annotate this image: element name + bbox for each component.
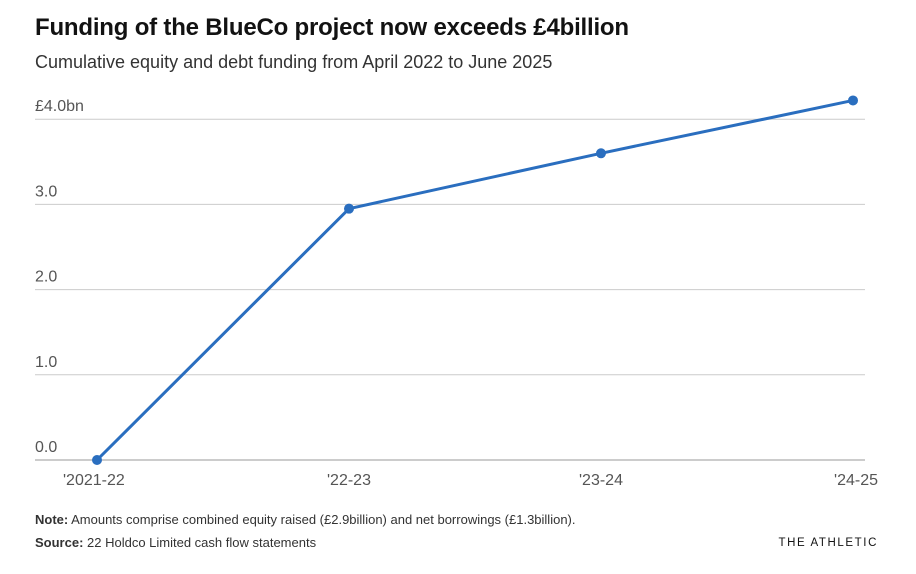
chart-source: Source: 22 Holdco Limited cash flow stat…	[35, 535, 316, 550]
data-point	[92, 455, 102, 465]
y-tick-label: 0.0	[35, 439, 57, 456]
series-line	[95, 98, 855, 462]
publisher-logo: THE ATHLETIC	[778, 537, 878, 549]
note-label: Note:	[35, 512, 69, 527]
line-chart: 0.0 1.0 2.0 3.0 £4.0bn '2021-22 '22-23 '23-24 '2…	[35, 95, 878, 489]
y-tick-label: 3.0	[35, 183, 57, 200]
chart-title: Funding of the BlueCo project now exceed…	[35, 14, 629, 41]
x-tick-label: '22-23	[327, 472, 371, 489]
data-point	[848, 95, 858, 106]
data-point	[596, 148, 606, 159]
source-label: Source:	[35, 535, 84, 550]
x-tick-label: '24-25	[834, 472, 878, 489]
y-tick-label: 2.0	[35, 269, 57, 286]
y-tick-label: £4.0bn	[35, 98, 84, 115]
chart-subtitle: Cumulative equity and debt funding from …	[35, 52, 553, 72]
x-tick-label: '23-24	[579, 472, 623, 489]
y-tick-label: 1.0	[35, 354, 57, 371]
chart-note: Note: Amounts comprise combined equity r…	[35, 512, 576, 527]
data-point	[344, 203, 354, 214]
note-text: Amounts comprise combined equity raised …	[68, 512, 576, 527]
source-text: 22 Holdco Limited cash flow statements	[83, 535, 317, 550]
x-tick-label: '2021-22	[63, 472, 125, 489]
